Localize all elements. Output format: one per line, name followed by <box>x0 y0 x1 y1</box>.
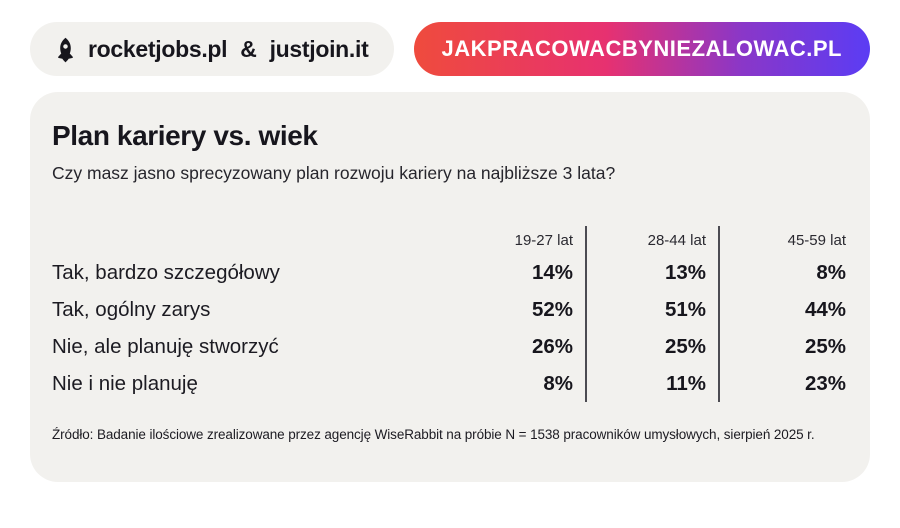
table-header-col-2: 45-59 lat <box>787 231 846 249</box>
table-row-value: 11% <box>587 365 720 402</box>
table-row-value: 25% <box>804 334 846 358</box>
table-row-value: 13% <box>587 254 720 291</box>
brand-ampersand: & <box>240 35 257 62</box>
table-row-label: Tak, ogólny zarys <box>52 297 211 321</box>
table-row-value: 8% <box>457 365 587 402</box>
table-header-blank <box>52 226 457 254</box>
brand-justjoin: justjoin.it <box>269 35 369 62</box>
stats-table: 19-27 lat 28-44 lat 45-59 lat Tak, bardz… <box>52 226 848 402</box>
campaign-badge[interactable]: JAKPRACOWACBYNIEZALOWAC.PL <box>413 22 870 76</box>
brand-pill: rocketjobs.pl & justjoin.it <box>30 22 395 76</box>
table-row-label: Nie, ale planuję stworzyć <box>52 334 279 358</box>
source-note: Źródło: Badanie ilościowe zrealizowane p… <box>52 427 815 442</box>
table-row-value: 44% <box>804 297 846 321</box>
table-header-col-1: 28-44 lat <box>587 226 720 254</box>
table-row-value: 51% <box>587 291 720 328</box>
table-row-value: 8% <box>816 260 846 284</box>
table-row-label: Tak, bardzo szczegółowy <box>52 260 280 284</box>
page-title: Plan kariery vs. wiek <box>52 120 318 151</box>
rocket-icon <box>52 36 79 63</box>
survey-question: Czy masz jasno sprecyzowany plan rozwoju… <box>52 163 616 183</box>
table-row-value: 26% <box>457 328 587 365</box>
topbar: rocketjobs.pl & justjoin.it JAKPRACOWACB… <box>30 22 870 76</box>
table-row-label: Nie i nie planuję <box>52 371 198 395</box>
table-row-value: 52% <box>457 291 587 328</box>
table-row-value: 23% <box>804 371 846 395</box>
stats-card: Plan kariery vs. wiek Czy masz jasno spr… <box>30 92 870 482</box>
table-row-value: 14% <box>457 254 587 291</box>
table-row-value: 25% <box>587 328 720 365</box>
brand-rocketjobs: rocketjobs.pl <box>88 35 228 62</box>
table-header-col-0: 19-27 lat <box>457 226 587 254</box>
